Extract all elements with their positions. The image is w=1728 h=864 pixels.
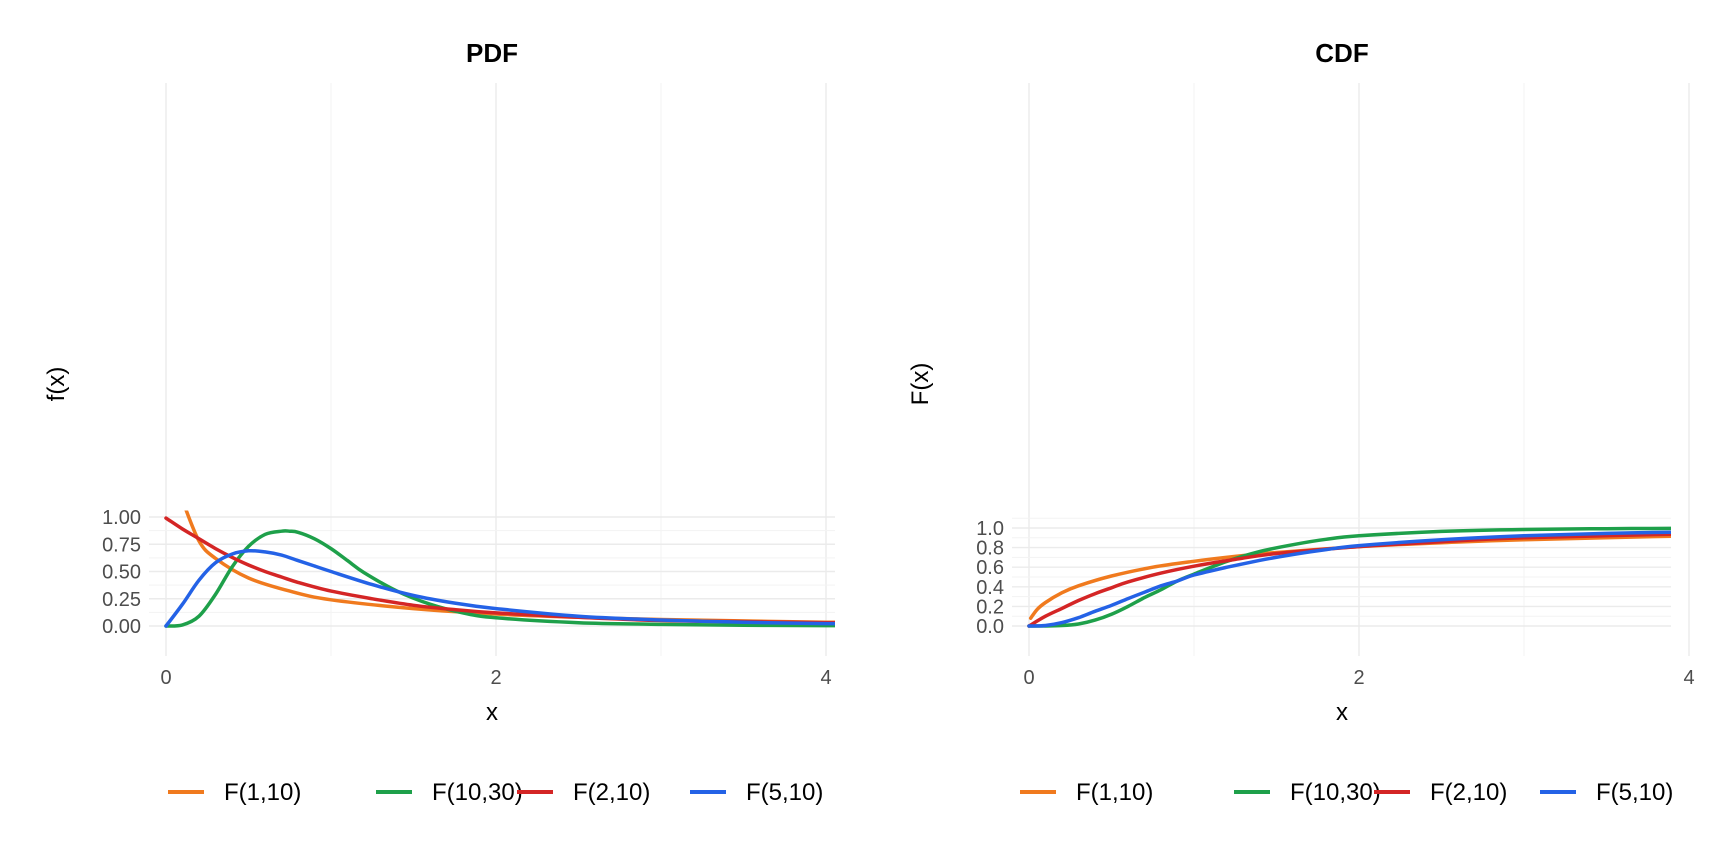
legend-item: F(2,10) [1374,779,1507,806]
x-tick-label: 4 [820,667,831,689]
legend-item: F(10,30) [1234,779,1381,806]
y-tick-label: 1.0 [976,518,1004,540]
x-axis-title: x [1336,699,1348,726]
y-tick-label: 0.50 [102,562,141,584]
y-tick-label: 0.0 [976,616,1004,638]
y-tick-label: 0.75 [102,534,141,556]
y-tick-label: 0.4 [976,577,1004,599]
series-line [164,548,835,628]
x-tick-label: 0 [160,667,171,689]
series-lines [164,510,835,628]
legend-item: F(2,10) [517,779,650,806]
legend: F(1,10) F(10,30) F(2,10) F(5,10) [1020,779,1673,806]
x-tick-label: 4 [1683,667,1694,689]
x-tick-labels: 0246 [1023,667,1694,689]
grid [1012,83,1690,656]
legend-label: F(5,10) [1596,779,1673,806]
cdf-chart: CDF 0.00.20.40.60.81.0 0246 x F(x) F(1,1… [907,38,1695,806]
legend-label: F(1,10) [1076,779,1153,806]
series-line [184,510,835,625]
chart-title: CDF [1315,38,1368,68]
legend-label: F(10,30) [1290,779,1381,806]
legend-label: F(2,10) [1430,779,1507,806]
y-tick-label: 0.6 [976,557,1004,579]
y-tick-label: 1.00 [102,507,141,529]
legend-label: F(1,10) [224,779,301,806]
series-line [1027,532,1671,628]
x-axis-title: x [486,699,498,726]
legend-label: F(2,10) [573,779,650,806]
x-tick-label: 2 [1353,667,1364,689]
legend-item: F(10,30) [376,779,523,806]
y-tick-labels: 0.00.20.40.60.81.0 [976,518,1004,638]
series-lines [1027,526,1671,628]
series-line [164,529,835,628]
legend-label: F(10,30) [432,779,523,806]
grid [149,83,835,656]
chart-title: PDF [466,38,518,68]
y-axis-title: f(x) [43,367,70,402]
legend: F(1,10) F(10,30) F(2,10) F(5,10) [168,779,823,806]
pdf-chart-panel: PDF 0.000.250.500.751.00 0246 x f(x) F(1… [43,38,835,806]
legend-item: F(5,10) [690,779,823,806]
x-tick-labels: 0246 [160,667,831,689]
cdf-chart-panel: CDF 0.00.20.40.60.81.0 0246 x F(x) F(1,1… [864,0,1728,864]
legend-item: F(5,10) [1540,779,1673,806]
y-tick-label: 0.2 [976,596,1004,618]
legend-item: F(1,10) [1020,779,1153,806]
y-tick-labels: 0.00 0.25 0.50 0.75 1.00 [102,507,141,638]
x-tick-label: 2 [490,667,501,689]
x-tick-label: 0 [1023,667,1034,689]
pdf-chart: PDF 0.000.250.500.751.00 0246 x f(x) F(1… [43,38,835,806]
legend-label: F(5,10) [746,779,823,806]
y-tick-label: 0.8 [976,538,1004,560]
legend-item: F(1,10) [168,779,301,806]
series-line [1027,530,1671,628]
y-tick-label: 0.00 [102,616,141,638]
y-tick-label: 0.25 [102,589,141,611]
y-axis-title: F(x) [907,363,934,406]
